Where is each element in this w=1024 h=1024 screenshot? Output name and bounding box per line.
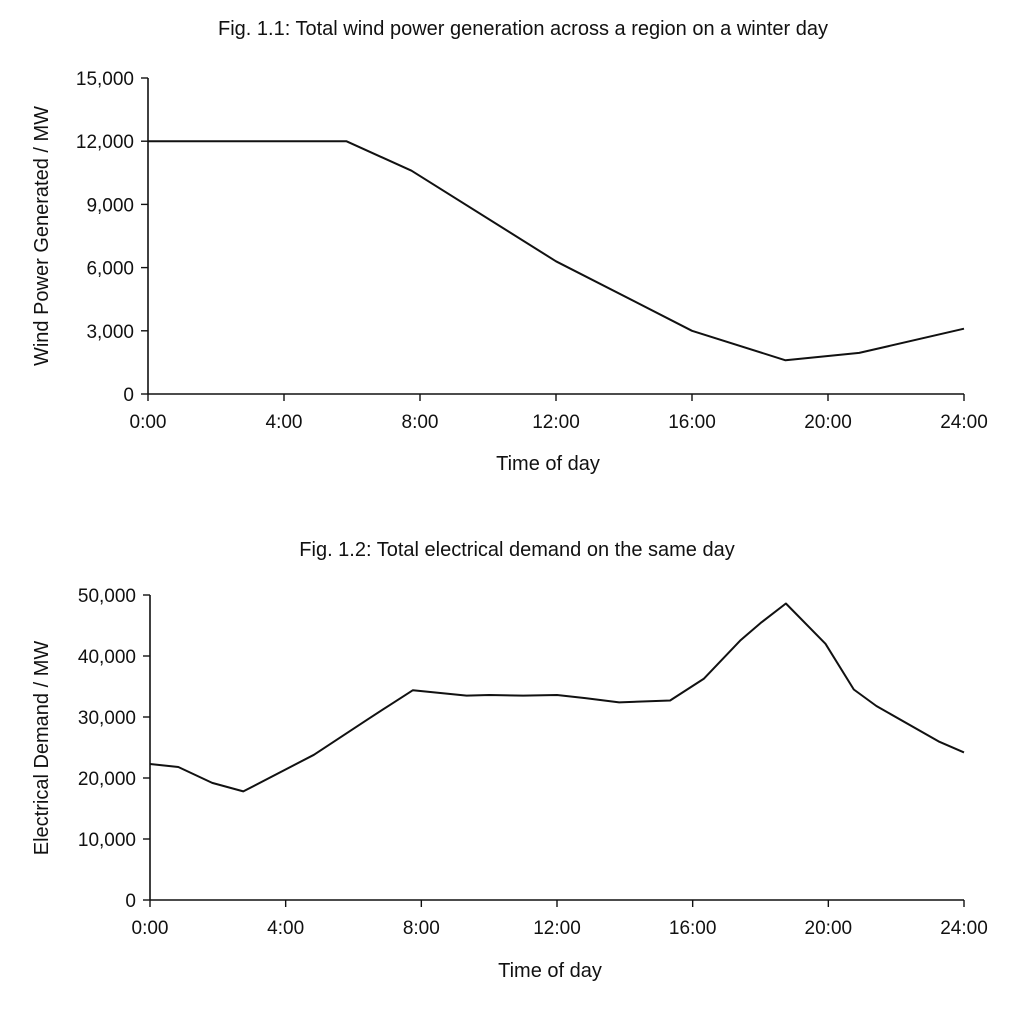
y-tick-label: 15,000 xyxy=(76,69,134,90)
y-tick-group: 0 10,000 20,000 30,000 40,000 50,000 xyxy=(78,586,150,912)
electrical-demand-series-line xyxy=(149,602,965,793)
y-tick-label: 6,000 xyxy=(86,259,134,280)
x-tick-label: 12:00 xyxy=(533,918,581,939)
x-tick-label: 4:00 xyxy=(266,412,303,433)
x-axis-label: Time of day xyxy=(496,453,600,475)
chart-title: Fig. 1.1: Total wind power generation ac… xyxy=(218,18,828,40)
wind-power-series-line xyxy=(148,140,965,362)
x-tick-label: 12:00 xyxy=(532,412,580,433)
x-tick-group: 0:00 4:00 8:00 12:00 16:00 20:00 24:00 xyxy=(132,900,988,939)
y-tick-label: 3,000 xyxy=(86,322,134,343)
y-axis-label: Electrical Demand / MW xyxy=(31,641,53,856)
y-tick-label: 30,000 xyxy=(78,708,136,729)
x-tick-label: 20:00 xyxy=(804,412,852,433)
y-tick-label: 20,000 xyxy=(78,769,136,790)
chart-title: Fig. 1.2: Total electrical demand on the… xyxy=(299,539,734,561)
x-tick-label: 24:00 xyxy=(940,412,988,433)
x-tick-label: 16:00 xyxy=(668,412,716,433)
y-tick-label: 9,000 xyxy=(86,195,134,216)
y-tick-label: 0 xyxy=(125,891,136,912)
x-tick-group: 0:00 4:00 8:00 12:00 16:00 20:00 24:00 xyxy=(130,394,988,433)
wind-power-chart: Fig. 1.1: Total wind power generation ac… xyxy=(31,18,988,475)
electrical-demand-chart: Fig. 1.2: Total electrical demand on the… xyxy=(31,539,988,982)
y-tick-group: 0 3,000 6,000 9,000 12,000 15,000 xyxy=(76,69,148,406)
x-tick-label: 0:00 xyxy=(132,918,169,939)
x-tick-label: 16:00 xyxy=(669,918,717,939)
y-tick-label: 12,000 xyxy=(76,132,134,153)
x-tick-label: 8:00 xyxy=(403,918,440,939)
x-tick-label: 4:00 xyxy=(267,918,304,939)
x-axis-label: Time of day xyxy=(498,960,602,982)
y-tick-label: 50,000 xyxy=(78,586,136,607)
x-tick-label: 0:00 xyxy=(130,412,167,433)
x-tick-label: 8:00 xyxy=(402,412,439,433)
y-tick-label: 40,000 xyxy=(78,647,136,668)
y-tick-label: 10,000 xyxy=(78,830,136,851)
x-tick-label: 20:00 xyxy=(805,918,853,939)
x-tick-label: 24:00 xyxy=(940,918,988,939)
y-tick-label: 0 xyxy=(123,385,134,406)
y-axis-label: Wind Power Generated / MW xyxy=(31,106,53,366)
